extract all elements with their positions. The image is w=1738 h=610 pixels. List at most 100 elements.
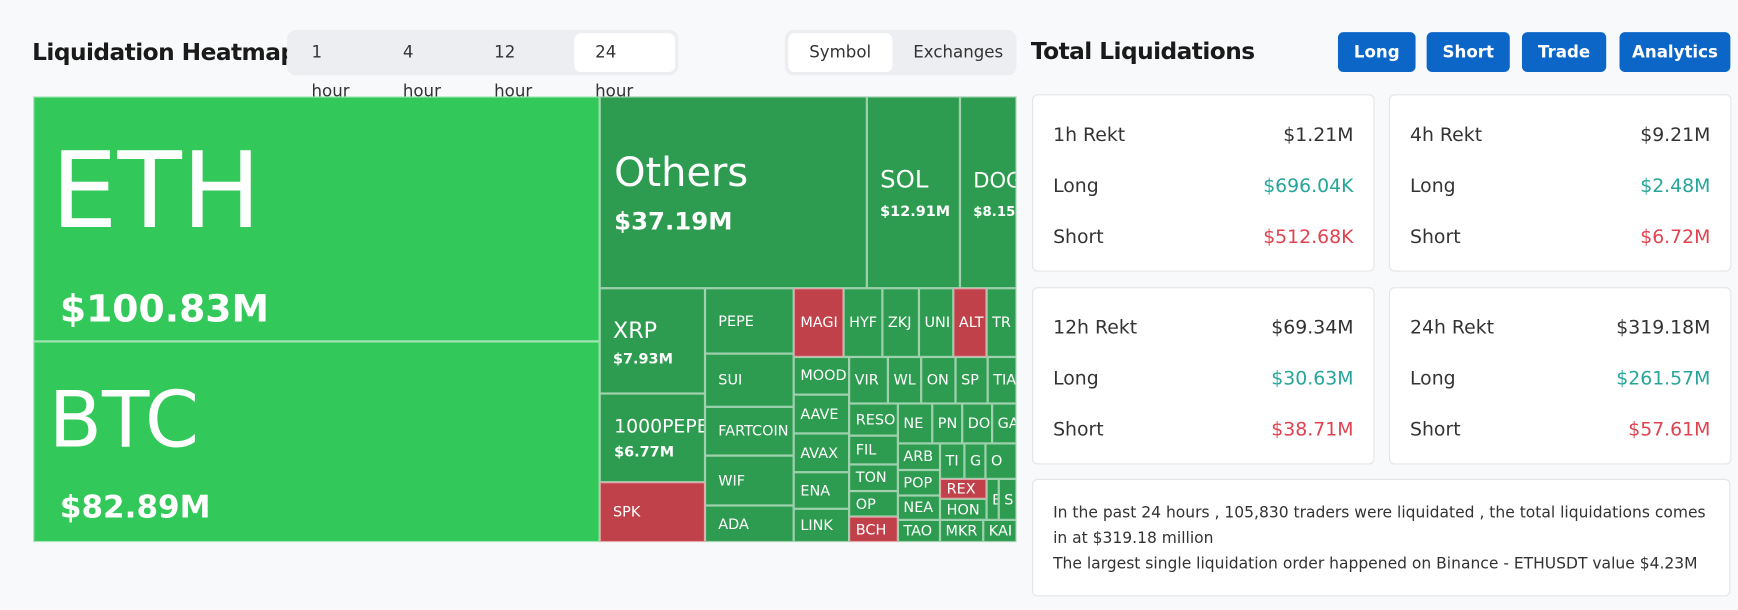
- tile[interactable]: GA: [992, 403, 1017, 444]
- tile[interactable]: DO: [962, 403, 993, 444]
- tile[interactable]: HON: [940, 498, 987, 520]
- tile[interactable]: AAVE: [793, 394, 850, 434]
- tile[interactable]: WL: [887, 356, 922, 404]
- tile[interactable]: O: [985, 443, 1017, 479]
- row-value: $30.63M: [1271, 368, 1354, 391]
- tile-label: HON: [946, 501, 980, 519]
- tile[interactable]: WIF: [705, 455, 794, 506]
- tile[interactable]: TIA: [987, 356, 1017, 404]
- tile-label: TI: [945, 453, 959, 471]
- tile[interactable]: PEPE: [705, 288, 794, 354]
- tile-label: ADA: [718, 516, 749, 533]
- stat-card: 12h Rekt $69.34M Long $30.63M Short $38.71M: [1032, 287, 1375, 465]
- short-button[interactable]: Short: [1426, 32, 1510, 73]
- tile-label: GA: [997, 415, 1016, 433]
- tile[interactable]: G: [964, 443, 986, 479]
- tile[interactable]: FIL: [849, 435, 898, 465]
- tile-label: SOL: [880, 166, 929, 194]
- tile-label: WL: [893, 372, 916, 390]
- tile[interactable]: KAI: [983, 519, 1017, 543]
- tile-label: LINK: [800, 517, 833, 535]
- tile[interactable]: POP: [897, 470, 941, 496]
- tile-label: BCH: [855, 521, 887, 539]
- tile[interactable]: UNI: [918, 288, 954, 357]
- tile[interactable]: ZKJ: [882, 288, 919, 357]
- tile[interactable]: BCH: [849, 516, 898, 543]
- tile[interactable]: ETH $100.83M: [33, 96, 600, 342]
- tile[interactable]: REX: [940, 478, 987, 499]
- tile[interactable]: OP: [849, 491, 898, 517]
- tile[interactable]: ON: [921, 356, 956, 404]
- tile-value: $7.93M: [613, 351, 673, 369]
- tile[interactable]: NEA: [897, 495, 941, 520]
- row-label: Short: [1053, 419, 1104, 442]
- tile[interactable]: XRP $7.93M: [599, 288, 706, 394]
- tile[interactable]: NE: [897, 403, 933, 444]
- time-tab[interactable]: 12 hour: [494, 42, 533, 101]
- tile[interactable]: PN: [932, 403, 963, 444]
- card-header: 1h Rekt $1.21M: [1053, 124, 1353, 146]
- tile[interactable]: BTC $82.89M: [33, 341, 600, 543]
- tile[interactable]: DOG $8.15M: [959, 96, 1017, 289]
- tile[interactable]: ADA: [705, 505, 794, 543]
- tile[interactable]: RESO: [849, 403, 898, 436]
- tile[interactable]: ARB: [897, 443, 941, 471]
- view-tab[interactable]: Symbol: [788, 33, 893, 73]
- time-tab[interactable]: 4 hour: [402, 42, 441, 101]
- card-header: 24h Rekt $319.18M: [1410, 317, 1710, 339]
- stat-card: 24h Rekt $319.18M Long $261.57M Short $57.61M: [1388, 287, 1732, 465]
- summary: In the past 24 hours , 105,830 traders w…: [1032, 478, 1731, 597]
- tile-label: PEPE: [718, 313, 754, 330]
- tile-label: BTC: [48, 374, 200, 466]
- tile-label: ZKJ: [887, 314, 912, 332]
- row-value: $261.57M: [1616, 368, 1711, 391]
- tile-label: S: [1004, 491, 1014, 509]
- tile[interactable]: ENA: [793, 472, 850, 509]
- tile[interactable]: Others $37.19M: [599, 96, 867, 289]
- tile[interactable]: TR: [986, 288, 1017, 357]
- tile[interactable]: SPK: [599, 482, 706, 543]
- tile[interactable]: SOL $12.91M: [866, 96, 960, 289]
- card-row: Long $30.63M: [1053, 368, 1353, 390]
- tile[interactable]: LINK: [793, 508, 850, 543]
- tile-label: NEA: [903, 499, 934, 517]
- tile[interactable]: ALT: [953, 288, 987, 357]
- tile[interactable]: AVAX: [793, 433, 850, 473]
- trade-button[interactable]: Trade: [1521, 32, 1607, 73]
- summary-line: In the past 24 hours , 105,830 traders w…: [1053, 504, 1706, 548]
- tile[interactable]: FARTCOIN: [705, 406, 794, 456]
- summary-line: The largest single liquidation order hap…: [1053, 555, 1698, 574]
- tile[interactable]: 1000PEPE $6.77M: [599, 393, 706, 483]
- tile-label: OP: [855, 496, 876, 513]
- tile-label: RESO: [855, 411, 896, 429]
- tile-label: TAO: [903, 523, 933, 540]
- view-tab[interactable]: Exchanges: [913, 42, 1004, 63]
- tile-label: ON: [926, 372, 949, 390]
- row-label: Short: [1410, 419, 1461, 442]
- tile[interactable]: SP: [955, 356, 988, 404]
- tile-label: ARB: [903, 448, 934, 466]
- tile[interactable]: MOOD: [793, 356, 850, 395]
- tile-label: ETH: [50, 130, 262, 253]
- card-total: $319.18M: [1616, 317, 1711, 340]
- heatmap-title: Liquidation Heatmap: [32, 38, 297, 66]
- tile[interactable]: SUI: [705, 353, 794, 407]
- tile[interactable]: TON: [849, 464, 898, 492]
- tile[interactable]: S: [998, 478, 1017, 520]
- time-tab[interactable]: 24 hour: [574, 33, 676, 101]
- analytics-button[interactable]: Analytics: [1619, 32, 1731, 73]
- long-button[interactable]: Long: [1337, 32, 1416, 73]
- tile[interactable]: E: [986, 478, 999, 520]
- tile[interactable]: TI: [940, 443, 965, 479]
- tile[interactable]: HYF: [843, 288, 883, 357]
- tile[interactable]: MAGI: [793, 288, 844, 357]
- tile[interactable]: MKR: [940, 519, 984, 543]
- tile[interactable]: VIR: [849, 356, 888, 404]
- card-total: $69.34M: [1271, 317, 1354, 340]
- tile[interactable]: TAO: [897, 519, 941, 543]
- tile-label: MKR: [945, 523, 978, 540]
- tile-label: XRP: [613, 317, 657, 344]
- tile-label: Others: [614, 150, 749, 197]
- time-tab[interactable]: 1 hour: [311, 42, 350, 101]
